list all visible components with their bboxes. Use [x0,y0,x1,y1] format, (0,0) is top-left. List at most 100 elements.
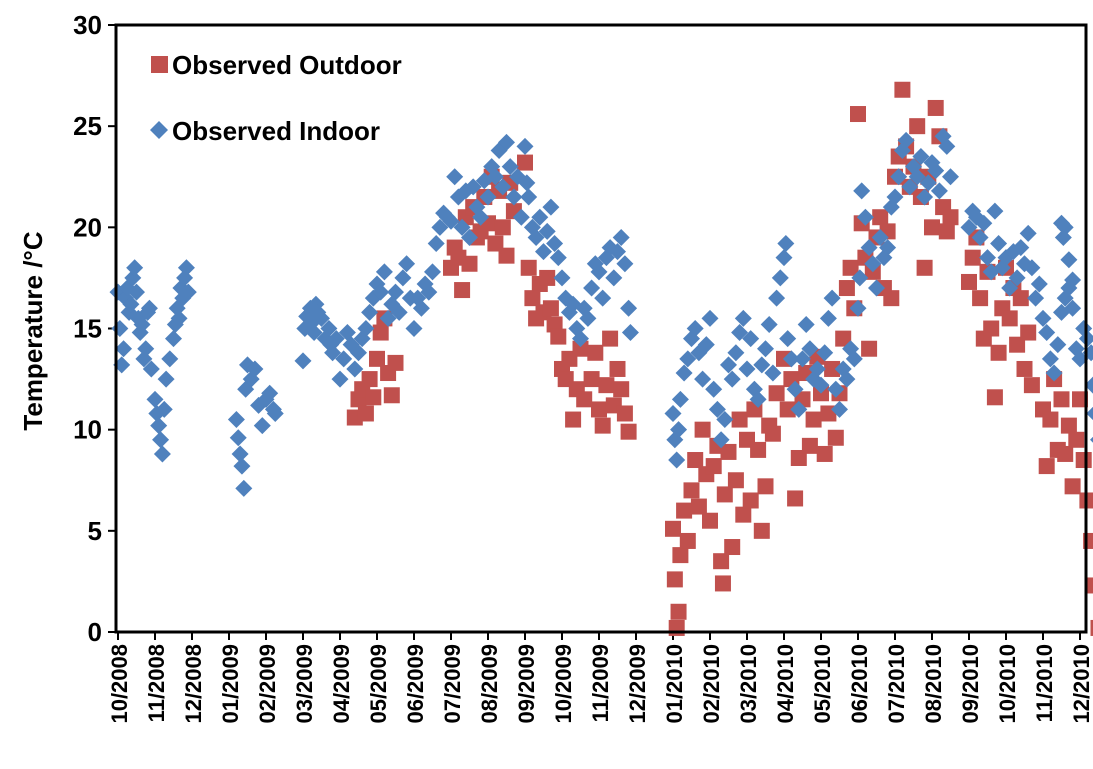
legend-item-outdoor: Observed Outdoor [151,50,402,80]
data-point-indoor [498,133,515,151]
data-point-outdoor [1009,336,1026,353]
data-point-indoor [427,235,445,253]
x-axis: 10/2008 11/2008 12/2008 01/2009 02/2009 03/20… [107,632,1093,724]
data-point-indoor [553,269,571,287]
data-point-outdoor [609,360,626,377]
x-tick-label: 12/2008 [181,644,206,724]
data-point-indoor [405,320,423,337]
data-point-outdoor [546,316,563,333]
x-tick-label: 11/2010 [1032,644,1057,722]
data-point-outdoor [542,300,559,317]
data-point-outdoor [768,385,785,402]
data-point-indoor [155,400,173,418]
data-point-outdoor [1023,377,1040,394]
data-point-indoor [1030,275,1048,293]
data-point-outdoor [454,282,471,299]
data-point-indoor [313,309,330,327]
data-point-indoor [1060,251,1078,269]
data-point-indoor [235,479,253,497]
data-point-outdoor [461,255,478,272]
data-point-indoor [990,235,1008,253]
x-tick-label: 03/2009 [292,644,317,724]
data-point-outdoor [753,522,770,539]
data-point-indoor [579,309,597,327]
data-point-indoor [919,174,937,192]
data-point-indoor [461,228,478,246]
x-tick-label: 06/2009 [403,644,428,724]
x-tick-label: 05/2009 [366,644,391,724]
data-point-outdoor [494,219,511,236]
data-point-outdoor [1075,452,1092,469]
data-point-indoor [708,400,726,418]
x-tick-label: 07/2009 [440,644,465,724]
data-point-indoor [142,360,160,378]
data-point-indoor [749,390,767,408]
data-point-indoor [616,255,634,273]
data-point-outdoor [598,377,615,394]
data-point-outdoor [990,344,1007,361]
data-point-indoor [694,370,712,388]
data-point-outdoor [591,401,607,418]
data-point-outdoor [742,492,759,509]
y-tick-label: 20 [73,212,102,242]
data-point-indoor [797,315,815,333]
data-point-indoor [266,404,284,422]
data-point-indoor [501,158,519,176]
y-tick-label: 10 [73,415,102,445]
data-point-indoor [486,168,504,186]
data-point-outdoor [372,324,389,341]
data-point-indoor [794,350,811,368]
data-point-indoor [801,340,819,358]
data-point-indoor [505,188,523,206]
data-point-outdoor [724,539,741,556]
data-point-indoor [150,417,168,435]
data-point-indoor [111,320,129,337]
data-point-indoor [986,202,1004,220]
data-point-indoor [879,239,897,257]
data-point-outdoor [679,532,696,549]
data-point-indoor [601,239,619,257]
data-point-indoor [446,168,464,186]
x-tick-label: 11/2008 [144,644,169,722]
data-point-outdoor [672,547,689,564]
data-point-outdoor [964,249,981,266]
data-point-indoor [161,350,179,368]
data-point-indoor [849,299,867,317]
data-point-indoor [856,208,874,226]
data-point-indoor [516,137,534,155]
data-point-indoor [453,218,471,236]
data-point-outdoor [361,371,378,388]
data-point-indoor [971,228,989,246]
x-tick-label: 10/2008 [107,644,132,724]
data-point-indoor [716,411,734,429]
data-point-indoor [816,344,834,362]
data-point-outdoor [835,330,852,347]
data-point-outdoor [687,452,704,469]
x-tick-label: 01/2009 [218,644,243,724]
data-point-outdoor [694,421,711,438]
data-point-indoor [335,350,353,368]
data-point-indoor [720,356,737,374]
data-point-indoor [472,208,490,226]
data-point-outdoor [938,223,955,240]
data-point-outdoor [757,478,774,495]
data-point-indoor [605,269,623,287]
data-point-indoor [979,249,996,267]
data-point-indoor [738,360,756,378]
x-tick-label: 08/2009 [477,644,502,724]
data-point-indoor [775,249,793,267]
data-point-indoor [361,303,379,321]
data-point-outdoor [517,154,533,171]
data-point-indoor [912,148,930,166]
data-point-indoor [1064,271,1082,289]
data-point-outdoor [872,209,889,226]
data-point-indoor [670,421,688,439]
data-point-indoor [494,178,512,196]
data-point-outdoor [1020,324,1037,341]
data-point-indoor [126,259,144,277]
data-point-indoor [757,340,774,358]
data-point-indoor [916,188,934,206]
data-point-outdoor [670,603,687,620]
data-point-indoor [851,269,869,287]
